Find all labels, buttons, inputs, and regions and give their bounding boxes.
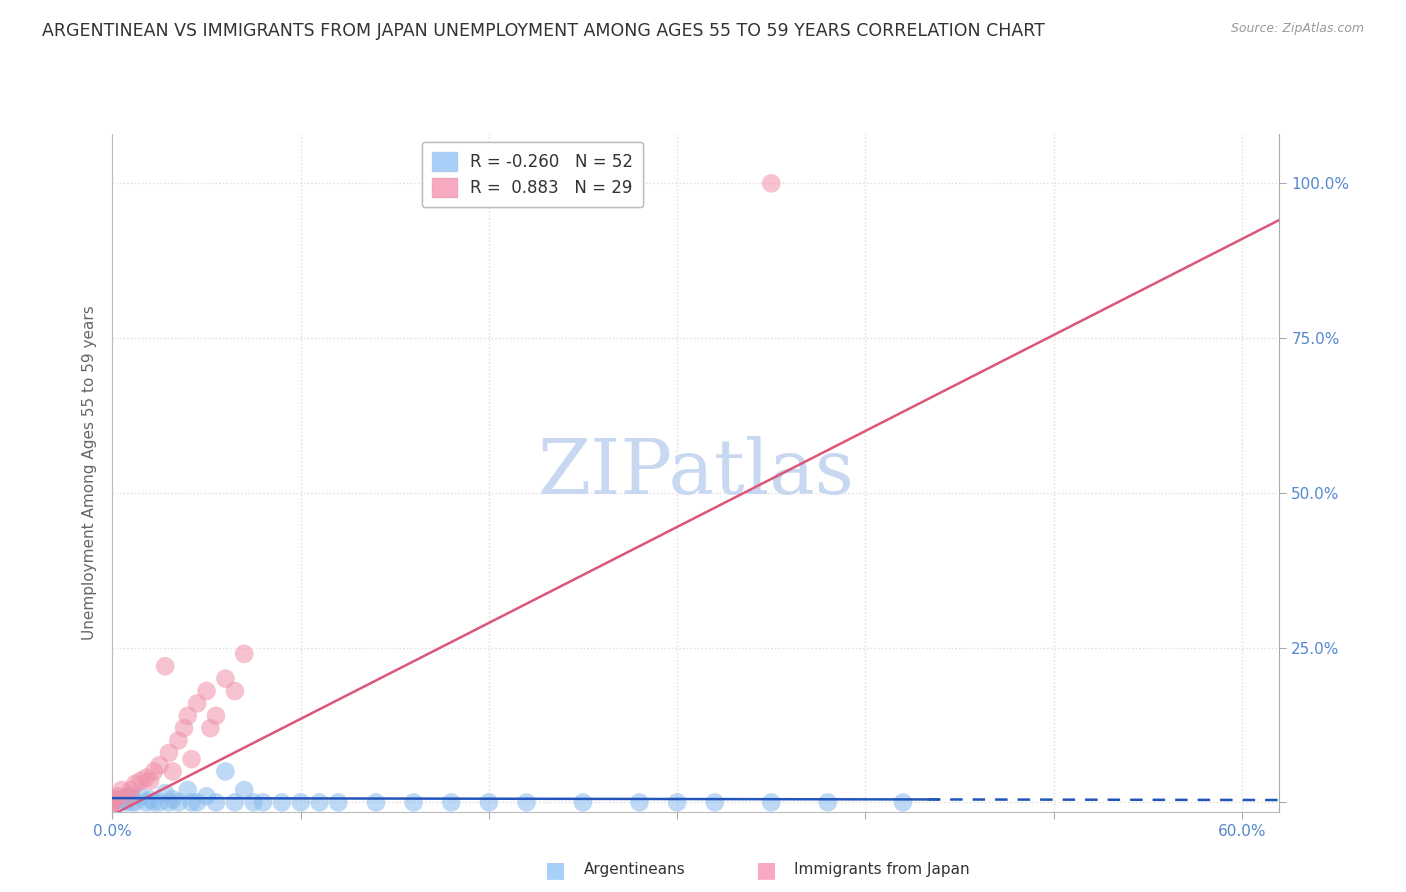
- Point: [195, 789, 218, 804]
- Point: [891, 796, 914, 810]
- Point: [101, 796, 124, 810]
- Point: [440, 796, 463, 810]
- Point: [120, 796, 142, 810]
- Point: [101, 796, 124, 810]
- Point: [180, 752, 202, 766]
- Point: [124, 777, 146, 791]
- Point: [139, 792, 162, 806]
- Point: [153, 659, 176, 673]
- Point: [308, 796, 330, 810]
- Legend: R = -0.260   N = 52, R =  0.883   N = 29: R = -0.260 N = 52, R = 0.883 N = 29: [422, 142, 644, 207]
- Point: [101, 792, 124, 806]
- Point: [101, 796, 124, 810]
- Point: [290, 796, 312, 810]
- Point: [135, 771, 157, 785]
- Point: [478, 796, 501, 810]
- Point: [117, 789, 139, 804]
- Point: [148, 796, 170, 810]
- Point: [135, 796, 157, 810]
- Text: ZIPatlas: ZIPatlas: [537, 436, 855, 509]
- Point: [205, 796, 228, 810]
- Point: [101, 796, 124, 810]
- Point: [129, 773, 152, 788]
- Point: [142, 796, 165, 810]
- Point: [111, 783, 134, 797]
- Point: [124, 796, 146, 810]
- Point: [666, 796, 689, 810]
- Point: [328, 796, 350, 810]
- Text: ■: ■: [756, 860, 776, 880]
- Point: [101, 796, 124, 810]
- Point: [402, 796, 425, 810]
- Point: [186, 697, 208, 711]
- Point: [107, 789, 129, 804]
- Point: [101, 796, 124, 810]
- Point: [157, 746, 180, 760]
- Point: [628, 796, 651, 810]
- Point: [224, 796, 246, 810]
- Text: Argentineans: Argentineans: [583, 863, 685, 877]
- Point: [167, 733, 190, 747]
- Point: [817, 796, 839, 810]
- Point: [186, 796, 208, 810]
- Point: [101, 796, 124, 810]
- Point: [703, 796, 725, 810]
- Text: ARGENTINEAN VS IMMIGRANTS FROM JAPAN UNEMPLOYMENT AMONG AGES 55 TO 59 YEARS CORR: ARGENTINEAN VS IMMIGRANTS FROM JAPAN UNE…: [42, 22, 1045, 40]
- Point: [162, 764, 184, 779]
- Point: [162, 792, 184, 806]
- Point: [233, 647, 256, 661]
- Point: [177, 783, 200, 797]
- Point: [177, 708, 200, 723]
- Point: [148, 758, 170, 772]
- Text: Immigrants from Japan: Immigrants from Japan: [794, 863, 970, 877]
- Point: [142, 764, 165, 779]
- Point: [516, 796, 538, 810]
- Point: [120, 789, 142, 804]
- Y-axis label: Unemployment Among Ages 55 to 59 years: Unemployment Among Ages 55 to 59 years: [82, 305, 97, 640]
- Point: [157, 796, 180, 810]
- Point: [101, 796, 124, 810]
- Point: [101, 796, 124, 810]
- Point: [364, 796, 387, 810]
- Point: [111, 792, 134, 806]
- Point: [572, 796, 595, 810]
- Point: [101, 796, 124, 810]
- Point: [224, 684, 246, 698]
- Point: [252, 796, 274, 810]
- Point: [195, 684, 218, 698]
- Text: ■: ■: [546, 860, 565, 880]
- Point: [139, 773, 162, 788]
- Point: [117, 789, 139, 804]
- Point: [270, 796, 292, 810]
- Point: [200, 721, 222, 735]
- Point: [114, 796, 136, 810]
- Point: [233, 783, 256, 797]
- Point: [761, 177, 783, 191]
- Text: Source: ZipAtlas.com: Source: ZipAtlas.com: [1230, 22, 1364, 36]
- Point: [173, 721, 195, 735]
- Point: [129, 789, 152, 804]
- Point: [180, 796, 202, 810]
- Point: [214, 672, 236, 686]
- Point: [205, 708, 228, 723]
- Point: [167, 796, 190, 810]
- Point: [214, 764, 236, 779]
- Point: [107, 792, 129, 806]
- Point: [101, 796, 124, 810]
- Point: [761, 796, 783, 810]
- Point: [242, 796, 264, 810]
- Point: [120, 783, 142, 797]
- Point: [153, 786, 176, 800]
- Point: [101, 796, 124, 810]
- Point: [101, 796, 124, 810]
